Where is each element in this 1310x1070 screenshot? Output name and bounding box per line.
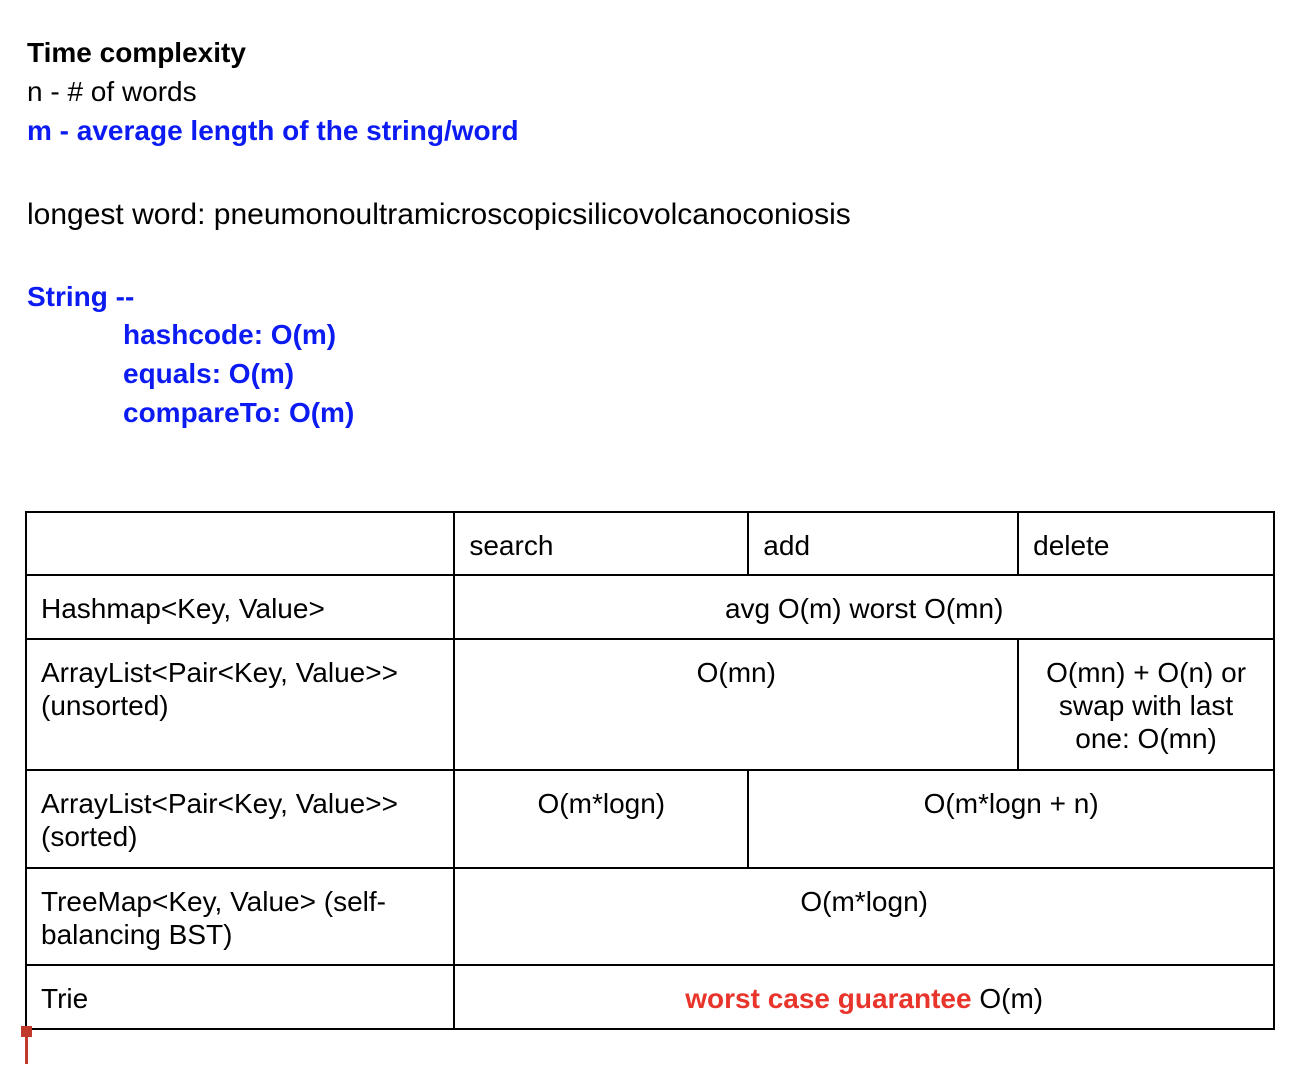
table-row-treemap: TreeMap<Key, Value> (self-balancing BST)… [24, 867, 1275, 966]
row-label: ArrayList<Pair<Key, Value>> (sorted) [24, 769, 456, 869]
table-row-trie: Trie worst case guarantee O(m) [24, 964, 1275, 1030]
header-search: search [453, 511, 750, 576]
sorted-search-complexity: O(m*logn) [453, 769, 750, 869]
string-method-equals: equals: O(m) [123, 358, 295, 389]
doc-title: Time complexity [27, 37, 246, 68]
row-label: TreeMap<Key, Value> (self-balancing BST) [24, 867, 456, 966]
table-row-arraylist-unsorted: ArrayList<Pair<Key, Value>> (unsorted) O… [24, 638, 1275, 771]
trie-highlight: worst case guarantee [685, 983, 972, 1014]
sorted-add-delete-complexity: O(m*logn + n) [747, 769, 1275, 869]
string-method-hashcode: hashcode: O(m) [123, 319, 337, 350]
header-delete: delete [1017, 511, 1275, 576]
text-cursor-icon [21, 1026, 33, 1066]
m-definition: m - average length of the string/word [27, 115, 519, 146]
string-method-compareto: compareTo: O(m) [123, 397, 355, 428]
string-heading: String -- [27, 281, 135, 312]
header-empty-cell [24, 511, 456, 576]
row-label: Trie [24, 964, 456, 1030]
complexity-table: search add delete Hashmap<Key, Value> av… [24, 511, 1275, 1030]
row-label: Hashmap<Key, Value> [24, 574, 456, 640]
n-definition: n - # of words [27, 76, 197, 107]
table-row-arraylist-sorted: ArrayList<Pair<Key, Value>> (sorted) O(m… [24, 769, 1275, 869]
unsorted-delete-complexity: O(mn) + O(n) or swap with last one: O(mn… [1017, 638, 1275, 771]
longest-word-note: longest word: pneumonoultramicroscopicsi… [27, 198, 851, 231]
table-row-hashmap: Hashmap<Key, Value> avg O(m) worst O(mn) [24, 574, 1275, 640]
unsorted-search-add-complexity: O(mn) [453, 638, 1020, 771]
trie-value: O(m) [979, 983, 1044, 1014]
table-header-row: search add delete [24, 511, 1275, 576]
trie-complexity: worst case guarantee O(m) [453, 964, 1275, 1030]
treemap-complexity: O(m*logn) [453, 867, 1275, 966]
row-label: ArrayList<Pair<Key, Value>> (unsorted) [24, 638, 456, 771]
hashmap-complexity: avg O(m) worst O(mn) [453, 574, 1275, 640]
header-add: add [747, 511, 1020, 576]
